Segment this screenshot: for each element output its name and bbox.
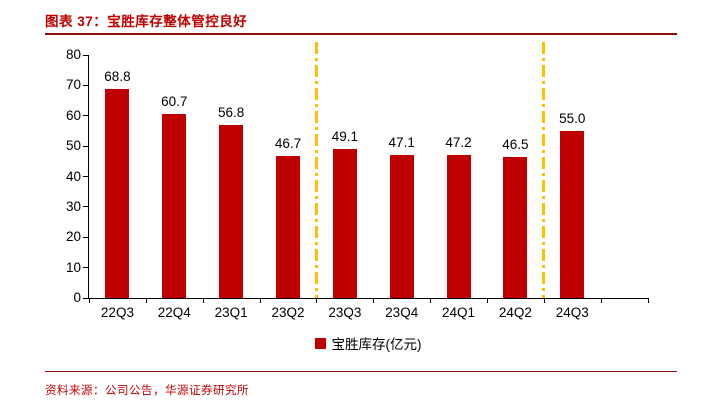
y-axis-tick-label: 20 [65,229,81,245]
x-axis-tick [259,298,261,303]
x-axis-tick [543,298,545,303]
x-axis-category-label: 23Q2 [271,305,305,320]
bar [275,156,300,298]
highlight-separator-line [314,42,318,298]
x-axis-category-label: 24Q1 [442,305,476,320]
bar-value-label: 49.1 [331,128,358,144]
bar [219,125,244,298]
y-axis-tick [83,236,89,238]
bar-value-label: 47.1 [388,134,415,150]
source-note: 资料来源：公司公告，华源证券研究所 [45,385,249,397]
bar-value-label: 56.8 [217,105,245,121]
x-axis-tick [486,298,488,303]
bottom-divider [45,371,677,372]
bar [560,130,585,298]
bar [332,148,357,298]
y-axis-tick-label: 60 [65,107,81,123]
highlight-separator-line [542,42,546,298]
y-axis-tick [83,206,89,208]
y-axis-tick-label: 70 [65,77,81,93]
y-axis-tick-label: 0 [73,290,81,305]
y-axis-tick-label: 30 [65,198,81,214]
x-axis-tick [202,298,204,303]
x-axis-tick [648,298,649,303]
y-axis-tick-label: 50 [65,138,81,154]
legend: 宝胜库存(亿元) [88,333,648,353]
bar-value-label: 60.7 [161,93,188,109]
x-axis-category-label: 24Q3 [555,305,589,320]
x-axis-tick [373,298,375,303]
bar-value-label: 55.0 [559,110,586,126]
y-axis-tick [83,176,89,177]
x-axis-category-label: 22Q4 [157,305,191,320]
x-axis-tick [600,298,602,303]
bar [389,154,414,298]
figure-title: 图表 37：宝胜库存整体管控良好 [45,14,248,29]
y-axis-tick [83,297,89,299]
bar-value-label: 47.2 [445,134,472,150]
bar [446,154,471,298]
x-axis-tick [89,298,90,303]
x-axis-tick [316,298,318,303]
x-axis-category-label: 22Q3 [100,305,134,320]
y-axis-tick [83,54,89,56]
plot-area: 0 10 20 30 40 50 60 70 80 68.8 22Q3 60.7 22Q4 56.8 23Q… [66,42,649,320]
x-axis-category-label: 23Q3 [328,305,362,320]
bar [105,89,130,298]
legend-label: 宝胜库存(亿元) [331,337,422,352]
legend-swatch [314,337,326,349]
bar-value-label: 46.5 [502,136,529,152]
y-axis-tick [83,145,89,147]
y-axis-tick-label: 40 [65,168,81,184]
y-axis-tick [83,115,89,117]
top-divider [45,33,677,35]
y-axis-tick [83,84,89,86]
x-axis-category-label: 24Q2 [498,305,532,320]
bar [503,156,528,298]
bar [162,113,187,298]
x-axis-category-label: 23Q1 [214,305,248,320]
x-axis-tick [430,298,432,303]
bar-value-label: 46.7 [274,136,302,152]
x-axis-tick [145,298,147,303]
y-axis-tick-label: 80 [65,47,81,62]
x-axis-category-label: 23Q4 [385,305,419,320]
y-axis-tick [83,267,89,269]
bar-value-label: 68.8 [104,69,131,85]
y-axis-tick-label: 10 [65,259,81,275]
